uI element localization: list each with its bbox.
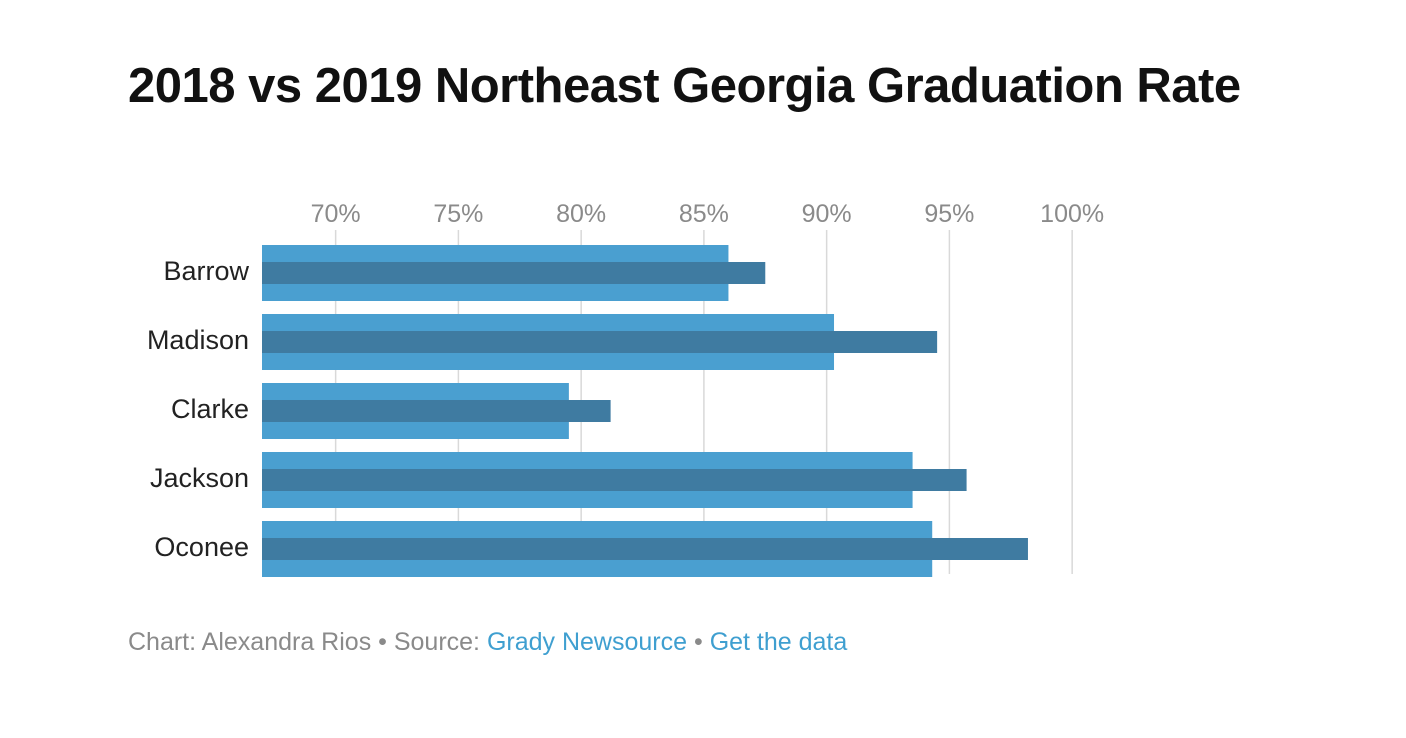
bar-2019-jackson (262, 469, 967, 491)
category-label: Barrow (163, 256, 249, 286)
x-tick-label: 75% (433, 200, 483, 228)
bar-2019-madison (262, 331, 938, 353)
separator: • (687, 628, 710, 656)
bar-2019-clarke (262, 400, 611, 422)
x-tick-label: 95% (924, 200, 974, 228)
x-axis-ticks: 70% 75% 80% 85% 90% 95% 100% (311, 200, 1105, 228)
category-label: Madison (147, 325, 249, 355)
x-tick-label: 85% (679, 200, 729, 228)
chart-title: 2018 vs 2019 Northeast Georgia Graduatio… (128, 59, 1241, 113)
y-axis-categories: Barrow Madison Clarke Jackson Oconee (147, 256, 250, 562)
chart-footer: Chart: Alexandra Rios • Source: Grady Ne… (128, 628, 847, 657)
category-label: Jackson (150, 463, 249, 493)
category-label: Oconee (154, 532, 249, 562)
bar-2019-oconee (262, 538, 1028, 560)
credit-name: Alexandra Rios (201, 628, 372, 656)
credit-prefix: Chart: (128, 628, 202, 656)
get-the-data-link[interactable]: Get the data (709, 628, 848, 656)
x-tick-label: 100% (1040, 200, 1104, 228)
source-link[interactable]: Grady Newsource (486, 628, 688, 656)
bar-2019-barrow (262, 262, 766, 284)
x-tick-label: 70% (311, 200, 361, 228)
category-label: Clarke (171, 394, 249, 424)
bars (262, 245, 1028, 577)
x-tick-label: 80% (556, 200, 606, 228)
source-prefix: Source: (393, 628, 487, 656)
x-tick-label: 90% (802, 200, 852, 228)
separator: • (371, 628, 394, 656)
